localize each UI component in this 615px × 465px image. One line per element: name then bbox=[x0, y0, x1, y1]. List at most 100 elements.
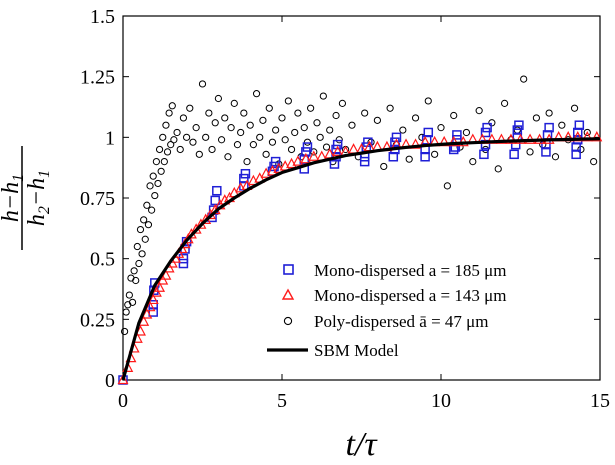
poly47-point bbox=[180, 115, 186, 121]
x-tick-label: 10 bbox=[431, 390, 451, 412]
legend: Mono-dispersed a = 185 μm Mono-dispersed… bbox=[267, 261, 506, 360]
poly47-point bbox=[234, 142, 240, 148]
poly47-point bbox=[470, 159, 476, 165]
poly47-point bbox=[266, 105, 272, 111]
poly47-point bbox=[164, 149, 170, 155]
poly47-point bbox=[269, 139, 275, 145]
poly47-point bbox=[552, 154, 558, 160]
poly47-point bbox=[131, 268, 137, 274]
poly47-point bbox=[444, 183, 450, 189]
poly47-point bbox=[521, 76, 527, 82]
x-axis-label: t/τ bbox=[345, 426, 378, 463]
mono185-point bbox=[179, 260, 187, 268]
poly47-point bbox=[323, 144, 329, 150]
poly47-point bbox=[150, 173, 156, 179]
mono185-point bbox=[480, 150, 488, 158]
poly47-point bbox=[533, 115, 539, 121]
poly47-point bbox=[247, 122, 253, 128]
y-tick-label: 0 bbox=[105, 370, 115, 392]
poly47-point bbox=[156, 146, 162, 152]
poly47-point bbox=[333, 112, 339, 118]
poly47-point bbox=[257, 134, 263, 140]
y-tick-label: 1.25 bbox=[80, 67, 115, 89]
poly47-point bbox=[212, 120, 218, 126]
legend-label-poly47: Poly-dispersed ā = 47 μm bbox=[314, 312, 489, 331]
poly47-point bbox=[184, 134, 190, 140]
poly47-point bbox=[158, 168, 164, 174]
poly47-point bbox=[412, 115, 418, 121]
poly47-point bbox=[137, 226, 143, 232]
poly47-point bbox=[193, 125, 199, 131]
poly47-point bbox=[206, 110, 212, 116]
poly47-point bbox=[160, 134, 166, 140]
poly47-point bbox=[295, 110, 301, 116]
y-tick-label: 0.25 bbox=[80, 309, 115, 331]
svg-text:h−h1: h−h1 bbox=[0, 174, 27, 222]
poly47-point bbox=[196, 151, 202, 157]
mono185-point bbox=[213, 187, 221, 195]
poly47-point bbox=[279, 115, 285, 121]
poly47-point bbox=[546, 110, 552, 116]
poly47-point bbox=[187, 105, 193, 111]
poly47-point bbox=[425, 98, 431, 104]
svg-text:h2−h1: h2−h1 bbox=[24, 170, 53, 226]
legend-label-mono143: Mono-dispersed a = 143 μm bbox=[314, 286, 506, 305]
poly47-point bbox=[152, 192, 158, 198]
poly47-point bbox=[463, 129, 469, 135]
poly47-point bbox=[155, 180, 161, 186]
poly47-point bbox=[260, 117, 266, 123]
poly47-point bbox=[339, 100, 345, 106]
poly47-point bbox=[147, 183, 153, 189]
poly47-point bbox=[317, 134, 323, 140]
poly47-point bbox=[374, 117, 380, 123]
poly47-point bbox=[387, 105, 393, 111]
poly47-point bbox=[134, 243, 140, 249]
x-tick-label: 5 bbox=[277, 390, 287, 412]
poly47-point bbox=[308, 105, 314, 111]
poly47-point bbox=[218, 137, 224, 143]
legend-marker-poly47 bbox=[284, 317, 291, 324]
legend-marker-mono143 bbox=[283, 290, 293, 299]
poly47-point bbox=[126, 292, 132, 298]
poly47-point bbox=[199, 81, 205, 87]
poly47-point bbox=[349, 122, 355, 128]
legend-marker-mono185 bbox=[284, 265, 293, 274]
poly47-point bbox=[169, 103, 175, 109]
poly47-point bbox=[166, 110, 172, 116]
data-layer bbox=[119, 76, 602, 384]
poly47-point bbox=[273, 127, 279, 133]
y-tick-label: 0.75 bbox=[80, 188, 115, 210]
poly47-point bbox=[241, 110, 247, 116]
poly47-point bbox=[209, 146, 215, 152]
poly47-point bbox=[400, 127, 406, 133]
poly47-point bbox=[190, 139, 196, 145]
poly47-point bbox=[406, 156, 412, 162]
poly47-point bbox=[327, 127, 333, 133]
poly47-point bbox=[171, 137, 177, 143]
poly47-point bbox=[250, 142, 256, 148]
mono143-point bbox=[293, 157, 302, 166]
poly47-point bbox=[288, 146, 294, 152]
poly47-point bbox=[362, 110, 368, 116]
poly47-point bbox=[476, 108, 482, 114]
poly47-point bbox=[174, 129, 180, 135]
x-tick-label: 0 bbox=[118, 390, 128, 412]
poly47-point bbox=[495, 166, 501, 172]
poly47-point bbox=[320, 93, 326, 99]
poly47-point bbox=[527, 149, 533, 155]
poly47-point bbox=[144, 202, 150, 208]
poly47-point bbox=[136, 260, 142, 266]
poly47-point bbox=[438, 125, 444, 131]
poly47-point bbox=[142, 236, 148, 242]
poly47-point bbox=[591, 159, 597, 165]
poly47-point bbox=[203, 134, 209, 140]
poly47-point bbox=[314, 120, 320, 126]
poly47-point bbox=[253, 91, 259, 97]
y-tick-label: 1.5 bbox=[90, 6, 115, 28]
poly47-point bbox=[139, 251, 145, 257]
y-tick-label: 0.5 bbox=[90, 249, 115, 271]
poly47-point bbox=[153, 159, 159, 165]
poly47-point bbox=[502, 100, 508, 106]
poly47-point bbox=[225, 154, 231, 160]
